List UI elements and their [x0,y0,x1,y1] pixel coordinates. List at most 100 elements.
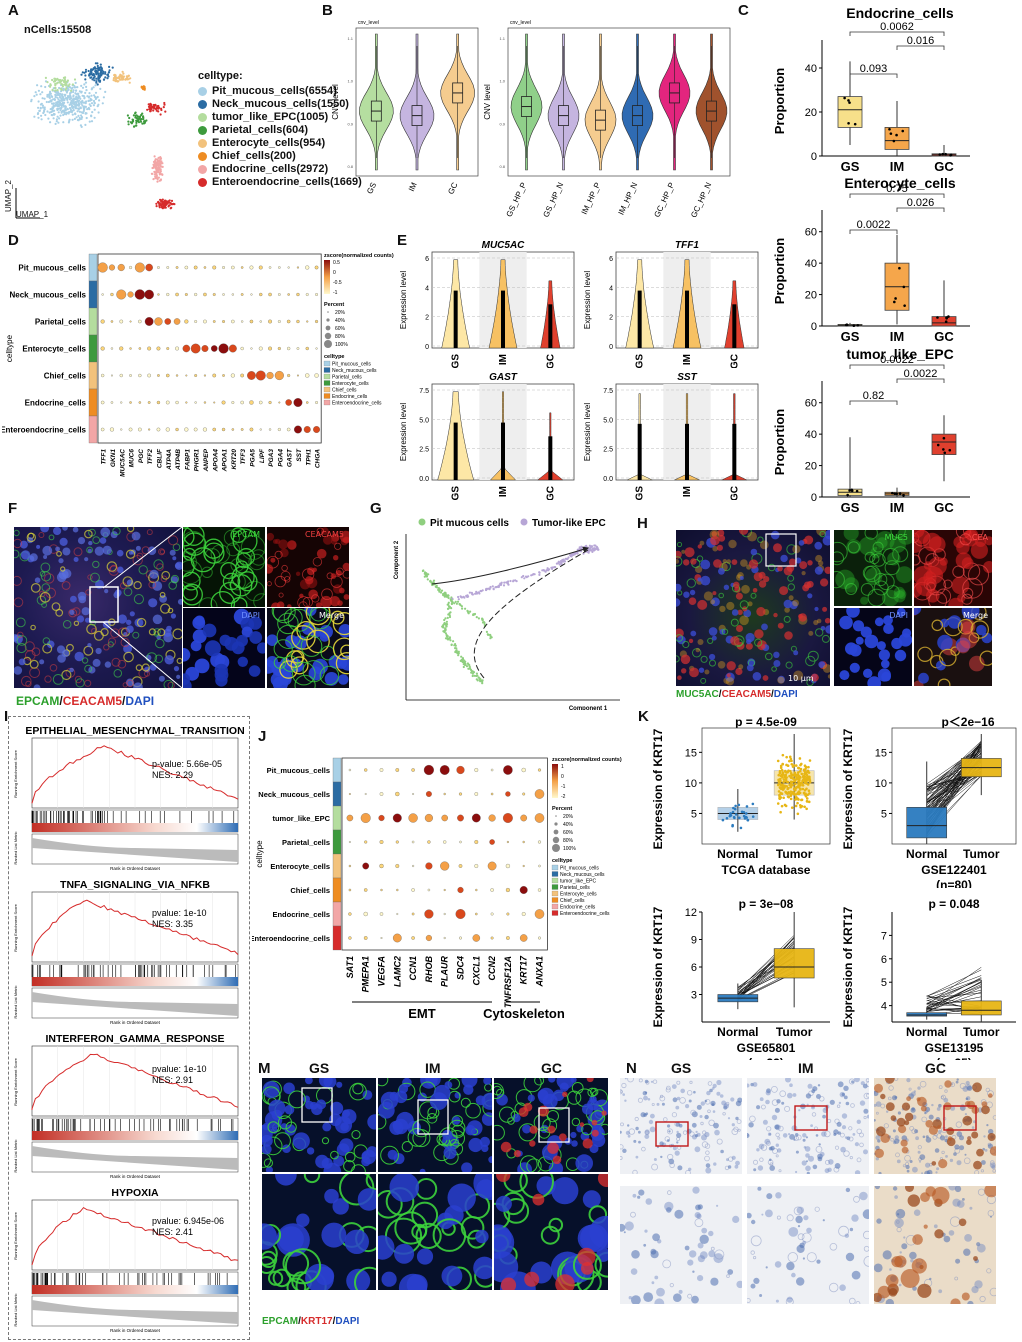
cell [587,1087,597,1097]
cell [175,561,182,570]
cell [651,1102,655,1106]
cell [237,656,248,667]
traj-point [463,596,466,599]
umap-point [58,117,61,120]
gsea-title: HYPOXIA [111,1187,159,1199]
data-point [737,803,741,807]
cell [863,1230,869,1240]
umap-point [69,107,72,110]
dotplot-row-label: Enterocyte_cells [270,862,330,871]
dotplot-dot [110,347,114,350]
umap-point [89,76,92,79]
cell [943,1097,949,1103]
cell [905,1186,914,1192]
cell [694,1212,701,1219]
dotplot-dot [277,293,281,296]
cell [676,1080,681,1085]
cell [856,1157,862,1163]
cell [392,1120,403,1131]
cell [465,1102,481,1119]
dotplot-dot [119,346,124,351]
cell [330,610,345,625]
data-point [732,815,736,819]
traj-point [471,670,475,673]
cell [876,1111,879,1115]
cell [651,1281,655,1285]
data-point [789,757,793,761]
cell [797,1233,805,1241]
umap-point [159,156,162,159]
proportion-ytick: 40 [805,63,817,75]
cell [849,1297,856,1304]
data-point [783,785,786,789]
cell [854,1078,860,1083]
umap-point [88,103,91,106]
cell [676,559,680,564]
traj-point [569,554,572,557]
dotplot-dot [258,346,263,351]
cell [641,1146,646,1152]
traj-point [459,595,462,598]
cell [775,1143,779,1147]
cell [965,1101,971,1107]
cell [695,647,700,653]
cell [547,1142,559,1154]
data-point [794,764,798,767]
dotplot-dot [166,347,170,350]
percent-legend-dot [326,318,330,322]
dotplot-dot [363,888,368,892]
data-point [803,777,807,781]
cell [183,530,205,554]
cell [710,1277,719,1286]
significance-bracket [896,207,945,212]
legend-swatch [198,138,207,148]
traj-point [457,652,460,655]
violin-iqr [637,290,642,348]
cell [334,1116,353,1134]
dotplot-dot [395,840,399,844]
umap-point [135,121,138,124]
paired-line [926,740,982,792]
traj-point [477,591,480,594]
umap-point [146,108,149,111]
cell [877,1139,881,1143]
cell [815,1146,823,1153]
violin-iqr [685,423,689,480]
data-point [893,492,897,496]
cell [986,1124,989,1127]
cell [765,1209,773,1218]
cell [919,1154,926,1160]
data-point [782,796,785,800]
traj-point [444,632,447,635]
traj-dashed-arrow [473,549,589,679]
celltype-legend-swatch [323,367,331,373]
cell [674,1209,684,1219]
proportion-ytick: 60 [805,398,817,410]
dotplot-dot [474,864,479,868]
violin-ytick: 2 [425,315,429,322]
dotplot-dot [240,320,244,323]
cell [795,1170,798,1174]
data-point [729,812,732,815]
cell [976,1148,984,1157]
dotplot-dot [231,319,235,324]
traj-point [474,592,477,595]
cell [305,1100,314,1110]
umap-point [165,200,168,203]
dotplot-dot [274,370,284,381]
umap-point [152,109,155,112]
cell [937,678,951,686]
cell [759,1097,764,1102]
cell [635,1155,639,1159]
umap-point [150,106,153,109]
significance-bracket [896,378,945,383]
cell [784,607,790,613]
dotplot-row-label: Pit_mucous_cells [18,264,86,273]
cell [875,1101,882,1107]
dotplot-row-label: Pit_mucous_cells [267,766,330,775]
umap-point [152,166,155,169]
dotplot-dot [157,374,160,377]
cell [643,1113,647,1117]
cell [719,605,726,613]
dotplot-dot [296,347,300,350]
